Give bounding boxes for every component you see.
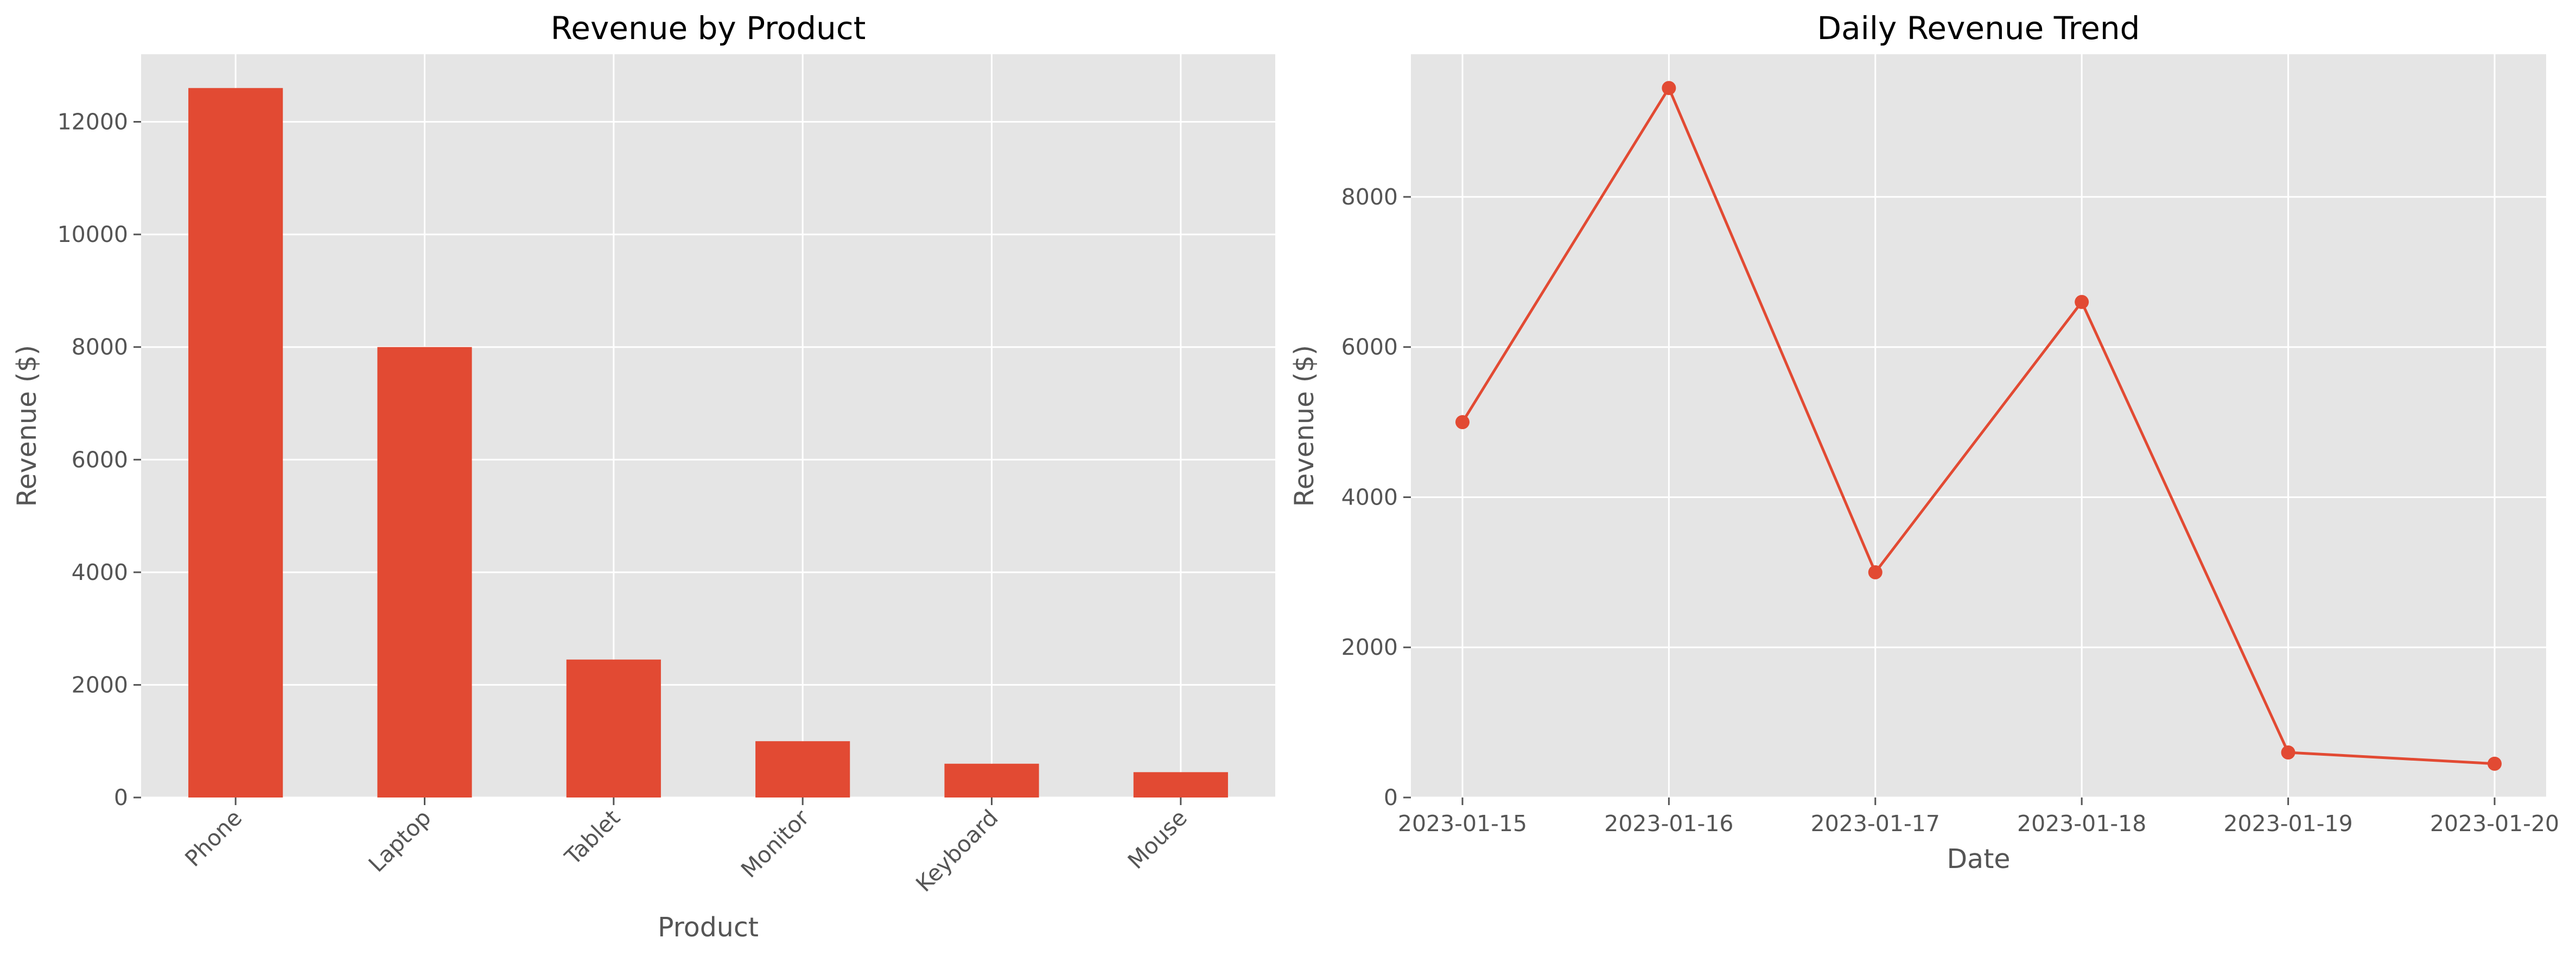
bar-y-tick-label: 8000 (72, 334, 128, 360)
bar-gridlines (141, 54, 1275, 799)
bar-y-axis: 0 2000 4000 6000 8000 10000 12000 (58, 109, 141, 811)
line-chart-title: Daily Revenue Trend (1817, 10, 2140, 47)
line-series-points (1455, 81, 2502, 771)
line-plot-area (1411, 54, 2546, 798)
bar-x-axis: Phone Laptop Tablet Monitor Keyboard Mouse (180, 798, 1192, 897)
bar-chart-title: Revenue by Product (551, 10, 866, 47)
bar-y-tick-label: 2000 (72, 672, 128, 698)
line-x-tick-label: 2023-01-18 (2017, 811, 2146, 837)
line-x-axis-label: Date (1947, 844, 2010, 875)
line-y-axis-label: Revenue ($) (1289, 345, 1320, 507)
bar-x-tick-label: Laptop (364, 805, 436, 877)
line-point (2281, 745, 2295, 760)
bar (377, 347, 472, 798)
bar (188, 88, 283, 798)
line-x-tick-label: 2023-01-19 (2223, 811, 2352, 837)
line-x-tick-label: 2023-01-16 (1604, 811, 1733, 837)
bar-y-tick-label: 6000 (72, 446, 128, 473)
bar-series (188, 88, 1228, 798)
bar-x-tick-label: Monitor (736, 805, 814, 883)
bar-y-tick-label: 0 (114, 784, 128, 811)
line-x-tick-label: 2023-01-17 (1811, 811, 1940, 837)
bar (755, 741, 850, 798)
line-y-tick-label: 6000 (1341, 334, 1398, 360)
line-point (1868, 565, 1882, 579)
bar-y-axis-label: Revenue ($) (11, 345, 42, 507)
bar (1133, 772, 1228, 798)
line-x-tick-label: 2023-01-15 (1398, 811, 1527, 837)
bar (944, 763, 1039, 798)
bar-x-tick-label: Mouse (1123, 805, 1192, 874)
line-y-tick-label: 8000 (1341, 184, 1398, 210)
line-y-tick-label: 2000 (1341, 634, 1398, 660)
line-point (2075, 295, 2089, 309)
bar-chart: 0 2000 4000 6000 8000 10000 12000 Phone Laptop T… (11, 10, 1275, 943)
bar (566, 659, 661, 798)
bar-x-tick-label: Tablet (559, 805, 625, 870)
line-y-axis: 0 2000 4000 6000 8000 (1341, 184, 1411, 811)
line-y-tick-label: 4000 (1341, 484, 1398, 510)
bar-x-tick-label: Phone (180, 805, 247, 872)
line-x-axis: 2023-01-15 2023-01-16 2023-01-17 2023-01-18… (1398, 798, 2559, 837)
line-point (1455, 415, 1470, 430)
bar-x-tick-label: Keyboard (911, 805, 1003, 897)
line-point (1662, 81, 1676, 95)
bar-y-tick-label: 4000 (72, 559, 128, 585)
bar-x-axis-label: Product (658, 912, 759, 943)
bar-y-tick-label: 10000 (58, 221, 128, 247)
line-point (2488, 756, 2502, 771)
line-series-path (1461, 86, 2495, 765)
bar-y-tick-label: 12000 (58, 109, 128, 135)
bar-plot-area (141, 54, 1275, 798)
line-y-tick-label: 0 (1384, 784, 1398, 811)
line-x-tick-label: 2023-01-20 (2430, 811, 2559, 837)
